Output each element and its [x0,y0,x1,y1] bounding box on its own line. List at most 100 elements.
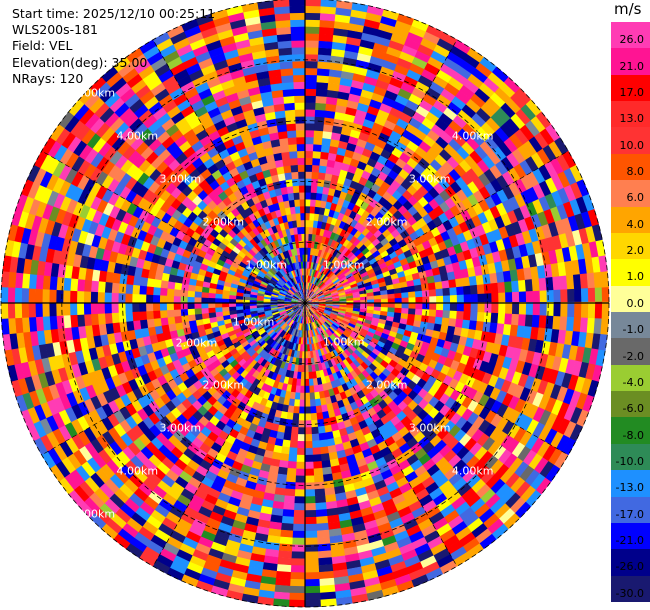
velocity-cell [302,282,305,290]
velocity-cell [344,287,353,293]
velocity-cell [524,278,533,292]
velocity-cell [299,268,303,276]
velocity-cell [331,293,340,298]
velocity-cell [393,287,402,294]
velocity-cell [477,211,489,225]
velocity-cell [307,282,311,290]
velocity-cell [323,259,330,268]
velocity-cell [191,123,205,136]
velocity-cell [418,270,427,279]
velocity-cell [345,261,354,269]
velocity-cell [321,258,328,267]
velocity-cell [438,189,451,202]
velocity-cell [333,257,340,266]
velocity-cell [330,174,340,183]
velocity-cell [7,303,16,320]
velocity-cell [514,256,524,270]
velocity-cell [399,81,415,94]
velocity-cell [408,62,425,76]
velocity-cell [345,241,354,250]
velocity-cell [348,86,363,97]
velocity-cell [428,80,445,95]
velocity-cell [355,240,364,250]
velocity-cell [373,298,382,303]
velocity-cell [420,68,437,82]
velocity-cell [282,439,292,448]
velocity-cell [323,117,335,126]
velocity-cell [446,155,460,169]
velocity-cell [305,297,311,303]
velocity-cell [337,289,346,295]
velocity-cell [456,108,472,124]
velocity-cell [326,280,334,287]
velocity-cell [248,230,257,239]
velocity-cell [544,176,558,194]
velocity-cell [444,184,457,198]
velocity-cell [317,263,322,272]
velocity-cell [353,229,362,239]
velocity-cell [166,303,174,311]
velocity-cell [244,207,254,217]
velocity-cell [104,292,112,304]
velocity-cell [316,515,330,525]
velocity-cell [297,364,302,373]
velocity-cell [309,254,313,263]
velocity-cell [249,43,266,54]
velocity-cell [97,313,106,326]
velocity-cell [380,298,389,303]
velocity-cell [255,120,268,130]
velocity-cell [309,247,314,256]
velocity-cell [326,194,334,203]
velocity-cell [516,267,526,281]
velocity-cell [469,246,479,259]
velocity-cell [424,24,444,39]
velocity-cell [310,283,315,291]
velocity-cell [543,160,558,178]
velocity-cell [322,275,329,283]
velocity-cell [470,131,485,146]
velocity-cell [312,220,319,228]
velocity-cell [523,266,533,280]
velocity-cell [442,294,451,303]
velocity-cell [456,294,465,303]
velocity-cell [246,86,261,97]
velocity-cell [290,578,307,587]
velocity-cell [575,242,586,260]
velocity-cell [406,279,415,287]
velocity-cell [305,378,310,387]
velocity-cell [257,208,266,217]
velocity-cell [226,12,245,24]
velocity-cell [473,87,491,103]
velocity-cell [351,288,360,293]
velocity-cell [348,277,356,284]
velocity-cell [534,251,545,267]
velocity-cell [282,95,295,104]
velocity-cell [296,291,301,298]
velocity-cell [173,135,188,148]
velocity-cell [69,303,78,317]
velocity-cell [340,278,349,285]
velocity-cell [178,50,196,64]
velocity-cell [312,276,317,285]
velocity-cell [308,226,313,235]
velocity-cell [251,227,260,237]
velocity-cell [519,103,537,121]
velocity-cell [423,261,433,271]
velocity-cell [329,273,337,280]
velocity-cell [568,244,579,261]
velocity-cell [1,271,10,289]
velocity-cell [288,279,294,287]
velocity-cell [446,245,457,257]
velocity-cell [249,158,261,168]
velocity-cell [494,260,504,273]
velocity-cell [423,62,440,76]
velocity-cell [292,269,297,278]
velocity-cell [278,550,293,559]
velocity-cell [346,297,354,301]
velocity-cell [567,214,579,232]
velocity-cell [317,271,323,280]
velocity-cell [180,303,188,311]
velocity-cell [465,167,479,182]
velocity-cell [70,278,79,292]
velocity-cell [165,56,183,71]
